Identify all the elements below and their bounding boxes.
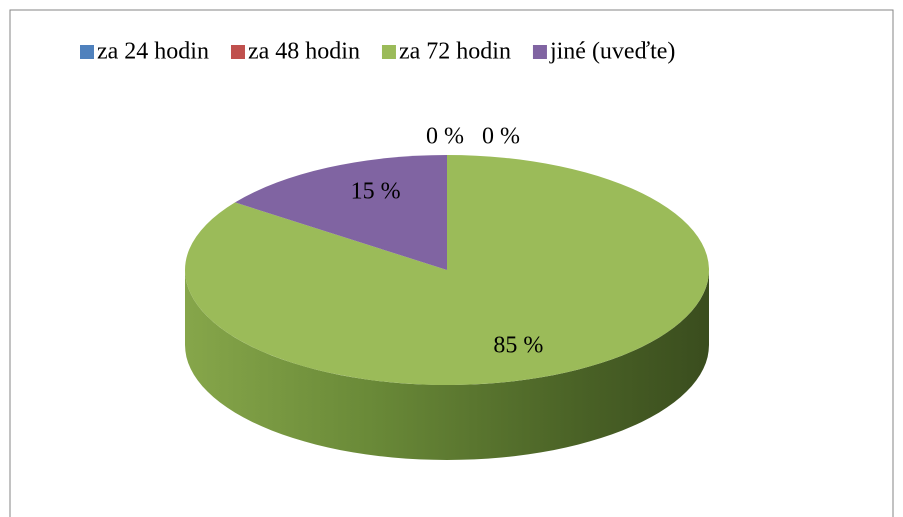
legend-label: za 24 hodin	[97, 39, 209, 65]
legend-swatch	[381, 45, 396, 59]
pie-slice	[235, 155, 447, 270]
data-label: 0 %	[482, 124, 520, 150]
data-label: 15 %	[351, 179, 401, 205]
data-label: 85 %	[493, 332, 543, 358]
legend-swatch	[532, 45, 547, 59]
legend-label: za 48 hodin	[248, 39, 360, 65]
pie-side	[185, 270, 709, 460]
legend-swatch	[230, 45, 245, 59]
legend-swatch	[80, 45, 94, 59]
legend-label: jiné (uveďte)	[549, 39, 675, 65]
data-label: 0 %	[426, 124, 464, 150]
legend-label: za 72 hodin	[399, 39, 511, 65]
